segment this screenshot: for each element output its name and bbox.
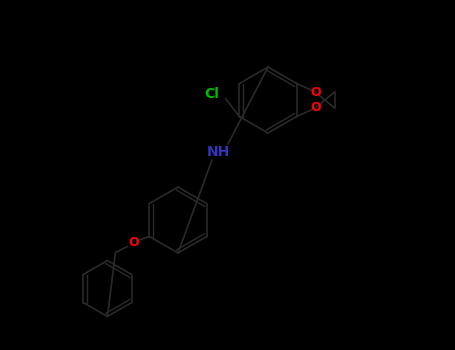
Text: O: O (310, 86, 321, 99)
Text: O: O (128, 236, 139, 249)
Text: Cl: Cl (204, 88, 219, 102)
Text: NH: NH (207, 145, 230, 159)
Text: O: O (310, 101, 321, 114)
